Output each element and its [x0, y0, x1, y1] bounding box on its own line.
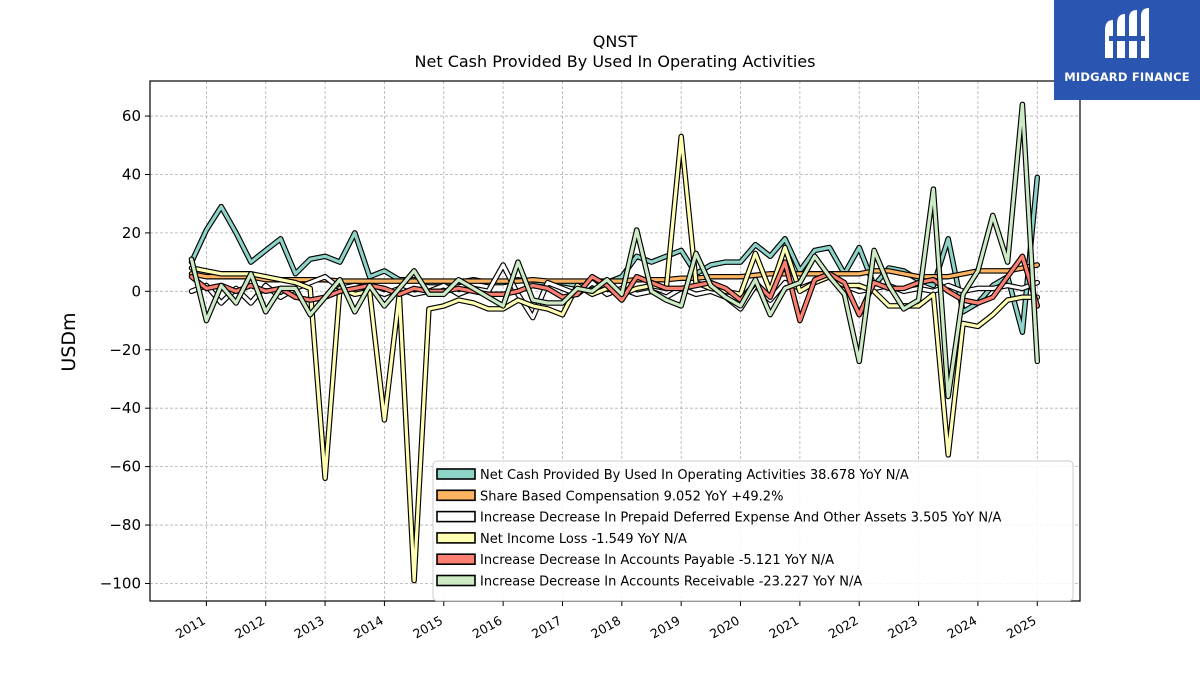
legend-entry: Increase Decrease In Accounts Receivable… — [480, 575, 862, 590]
y-tick-label: −100 — [100, 574, 141, 592]
x-tick-label: 2023 — [885, 613, 920, 642]
y-tick-label: 0 — [131, 282, 141, 300]
grid — [150, 81, 1080, 601]
legend-swatch — [436, 553, 476, 566]
series-line — [189, 102, 1039, 399]
x-tick-label: 2017 — [529, 613, 564, 642]
y-tick-label: 20 — [122, 224, 141, 242]
y-tick-label: −80 — [109, 516, 141, 534]
x-tick-label: 2018 — [588, 613, 623, 642]
x-axis: 2011 2012 2013 2014 2015 2016 2017 2018 2019 2020… — [173, 601, 1039, 642]
series-lines — [188, 101, 1041, 584]
legend-swatch — [436, 510, 476, 523]
x-tick-label: 2016 — [470, 613, 505, 642]
legend-entry: Increase Decrease In Accounts Payable -5… — [480, 553, 834, 568]
legend-swatch — [436, 489, 476, 502]
midgard-logo-icon — [1105, 8, 1149, 58]
x-tick-label: 2012 — [232, 613, 267, 642]
brand-logo: MIDGARD FINANCE — [1054, 0, 1200, 100]
legend-swatch — [436, 468, 476, 480]
x-tick-label: 2013 — [292, 613, 327, 642]
legend-entry: Share Based Compensation 9.052 YoY +49.2… — [480, 489, 783, 504]
legend-entry: Net Income Loss -1.549 YoY N/A — [480, 532, 687, 547]
chart-subtitle: Net Cash Provided By Used In Operating A… — [415, 52, 816, 71]
x-tick-label: 2021 — [766, 613, 801, 642]
x-tick-label: 2025 — [1004, 613, 1039, 642]
x-tick-label: 2024 — [944, 613, 979, 642]
series-5 — [188, 253, 1041, 324]
series-6 — [188, 101, 1041, 400]
x-tick-label: 2022 — [826, 613, 861, 642]
y-axis: 60 40 20 0 −20 −40 −60 −80 −100 — [100, 107, 150, 592]
x-tick-label: 2011 — [173, 613, 208, 642]
y-tick-label: 40 — [122, 165, 141, 183]
y-axis-label: USDm — [58, 312, 80, 371]
chart-title: QNST — [593, 32, 638, 51]
legend-entry: Net Cash Provided By Used In Operating A… — [480, 468, 909, 483]
y-tick-label: 60 — [122, 107, 141, 125]
legend-box — [432, 460, 1074, 602]
series-line-outline — [188, 101, 1041, 400]
y-tick-label: −60 — [109, 458, 141, 476]
brand-name: MIDGARD FINANCE — [1064, 70, 1190, 84]
legend-entry: Increase Decrease In Prepaid Deferred Ex… — [480, 511, 1001, 526]
series-line — [189, 254, 1039, 323]
legend-swatch — [436, 532, 476, 544]
y-tick-label: −40 — [109, 399, 141, 417]
y-tick-label: −20 — [109, 341, 141, 359]
x-tick-label: 2019 — [648, 613, 683, 642]
x-tick-label: 2014 — [351, 613, 386, 642]
legend: Net Cash Provided By Used In Operating A… — [432, 460, 1074, 602]
x-tick-label: 2020 — [707, 613, 742, 642]
x-tick-label: 2015 — [410, 613, 445, 642]
legend-swatch — [436, 574, 476, 587]
